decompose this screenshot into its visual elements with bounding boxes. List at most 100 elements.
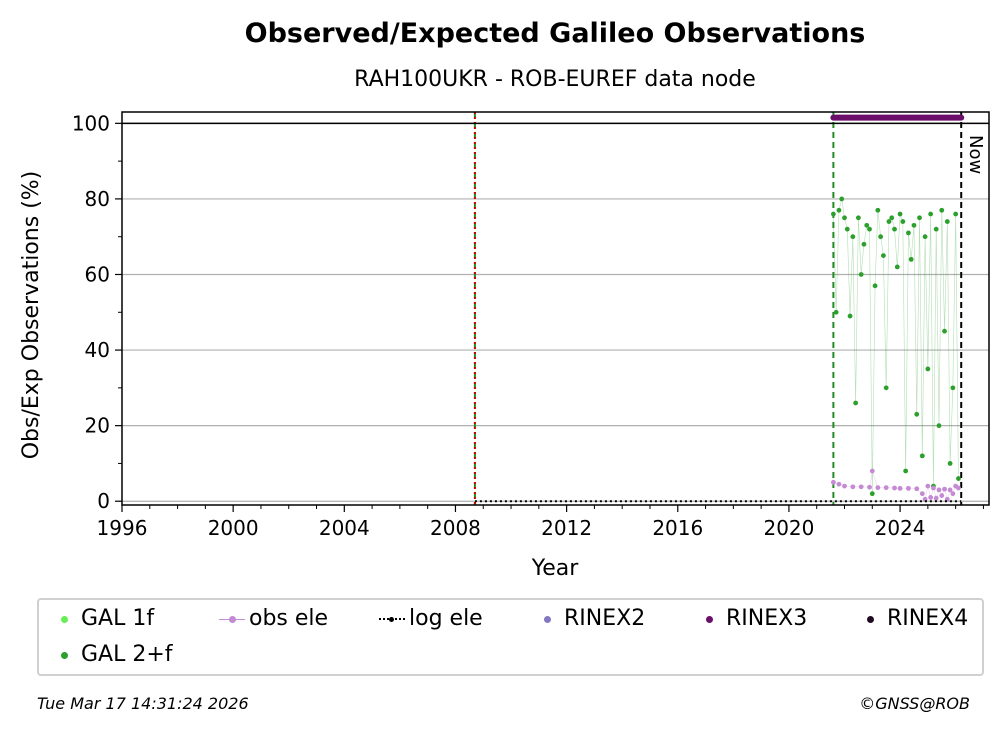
series-obs-ele-point: [869, 468, 875, 474]
tick-layer: 0 20 40 60 80 100 1996 2000 2004 2008 2012 2016 2020…: [72, 111, 984, 540]
series-gal-2-f-point: [842, 215, 847, 221]
series-obs-ele-point: [836, 481, 842, 487]
series-gal-2-f-point: [942, 328, 947, 334]
series-gal-2-f-point: [922, 234, 928, 240]
series-gal-2-f-point: [903, 468, 909, 474]
series-gal-2-f-point: [900, 219, 906, 224]
x-tick-label: 2008: [430, 516, 481, 540]
legend-item-gal1f: GAL 1f: [51, 606, 154, 631]
vline-layer: [122, 112, 989, 505]
series-gal-2-f-point: [906, 230, 911, 236]
y-tick-label: 80: [85, 187, 110, 211]
legend-label-gal2f: GAL 2+f: [81, 642, 173, 667]
series-gal-2-f-point: [939, 207, 945, 213]
chart-svg: Observed/Expected Galileo Observations R…: [19, 18, 990, 581]
gal1f-marker-icon: [51, 609, 77, 629]
series-gal-2-f-point: [897, 211, 903, 217]
series-obs-ele-point: [942, 486, 947, 492]
series-obs-ele-point: [925, 483, 931, 489]
series-obs-ele-point: [936, 487, 942, 493]
series-gal-2-f-point: [872, 283, 878, 289]
x-tick-label: 2024: [875, 516, 926, 540]
legend-label-rinex2: RINEX2: [564, 606, 646, 631]
series-obs-ele-point: [933, 495, 939, 501]
legend-item-log-ele: log ele: [379, 606, 483, 631]
x-axis-label: Year: [531, 556, 580, 581]
log-ele-marker-icon: [379, 609, 405, 629]
footer-credit: ©GNSS@ROB: [859, 694, 970, 713]
series-gal-2-f-point: [933, 226, 939, 232]
series-obs-ele-point: [875, 485, 881, 491]
x-tick-label: 2000: [208, 516, 259, 540]
x-tick-label: 1996: [97, 516, 148, 540]
series-obs-ele-point: [931, 485, 936, 491]
series-gal-2-f-point: [858, 272, 864, 277]
footer-timestamp: Tue Mar 17 14:31:24 2026: [37, 694, 249, 713]
series-gal-2-f-point: [855, 215, 861, 221]
series-gal-2-f-point: [886, 219, 892, 224]
series-obs-ele-point: [939, 493, 945, 498]
series-obs-ele-point: [858, 484, 864, 490]
series-gal-2-f-point: [881, 253, 886, 258]
series-obs-ele-point: [850, 484, 856, 490]
legend-item-obs-ele: obs ele: [219, 606, 328, 631]
series-gal-2-f-point: [911, 222, 917, 228]
series-gal-2-f-point: [847, 313, 853, 319]
series-gal-2-f-point: [953, 211, 959, 217]
legend-label-rinex3: RINEX3: [726, 606, 808, 631]
series-obs-ele-point: [867, 484, 872, 490]
series-gal-2-f-point: [928, 211, 934, 217]
series-gal-2-f-point: [914, 411, 920, 417]
series-layer: [474, 114, 965, 503]
x-tick-label: 2012: [541, 516, 592, 540]
chart-subtitle: RAH100UKR - ROB-EUREF data node: [354, 67, 756, 92]
legend-item-gal2f: GAL 2+f: [51, 642, 173, 667]
series-obs-ele-point: [897, 485, 903, 491]
y-axis-label: Obs/Exp Observations (%): [19, 171, 44, 460]
series-gal-2-f-point: [883, 385, 889, 391]
series-gal-2-f-point: [917, 215, 922, 221]
legend: GAL 1f GAL 2+f obs ele log ele RINEX2 RI…: [37, 598, 984, 676]
x-tick-label: 2004: [319, 516, 370, 540]
legend-label-rinex4: RINEX4: [887, 606, 969, 631]
legend-label-log-ele: log ele: [409, 606, 483, 631]
series-gal-2-f-point: [850, 234, 856, 240]
series-obs-ele-point: [883, 485, 889, 491]
series-gal-2-f-point: [853, 400, 859, 406]
series-gal-2-f-point: [867, 226, 872, 232]
series-gal-2-f-point: [836, 207, 842, 213]
legend-label-gal1f: GAL 1f: [81, 606, 155, 631]
series-gal-2-f-point: [919, 453, 925, 459]
series-obs-ele-point: [892, 485, 897, 491]
series-gal-2-f-point: [864, 222, 870, 228]
series-gal-2-f-point: [878, 234, 884, 240]
rinex3-marker-icon: [696, 609, 722, 629]
obs-ele-marker-icon: [219, 609, 245, 629]
series-obs-ele-point: [919, 491, 925, 497]
series-obs-ele-point: [830, 479, 836, 485]
legend-item-rinex4: RINEX4: [857, 606, 968, 631]
series-gal-2-f-point: [869, 491, 875, 497]
gal2f-marker-icon: [51, 645, 77, 665]
rinex2-marker-icon: [534, 609, 560, 629]
series-obs-ele-point: [950, 491, 956, 497]
legend-item-rinex3: RINEX3: [696, 606, 807, 631]
legend-item-rinex2: RINEX2: [534, 606, 645, 631]
series-obs-ele-point: [956, 485, 961, 491]
y-tick-label: 40: [85, 338, 110, 362]
series-obs-ele-point: [928, 495, 934, 500]
series-gal-2-f-point: [894, 264, 900, 270]
series-gal-2-f-point: [936, 423, 942, 429]
series-gal-2-f-point: [844, 226, 850, 232]
series-gal-2-f-point: [944, 219, 950, 224]
series-gal-2-f-point: [947, 461, 953, 466]
series-gal-2-f-point: [892, 226, 897, 232]
series-gal-2-f-point: [875, 207, 881, 213]
series-gal-2-f-point: [830, 211, 836, 217]
series-gal-2-f-point: [861, 241, 867, 247]
y-tick-label: 0: [97, 489, 110, 513]
chart-title: Observed/Expected Galileo Observations: [245, 18, 866, 49]
y-tick-label: 60: [85, 262, 110, 286]
series-obs-ele-point: [906, 485, 911, 491]
y-tick-label: 20: [85, 414, 110, 438]
